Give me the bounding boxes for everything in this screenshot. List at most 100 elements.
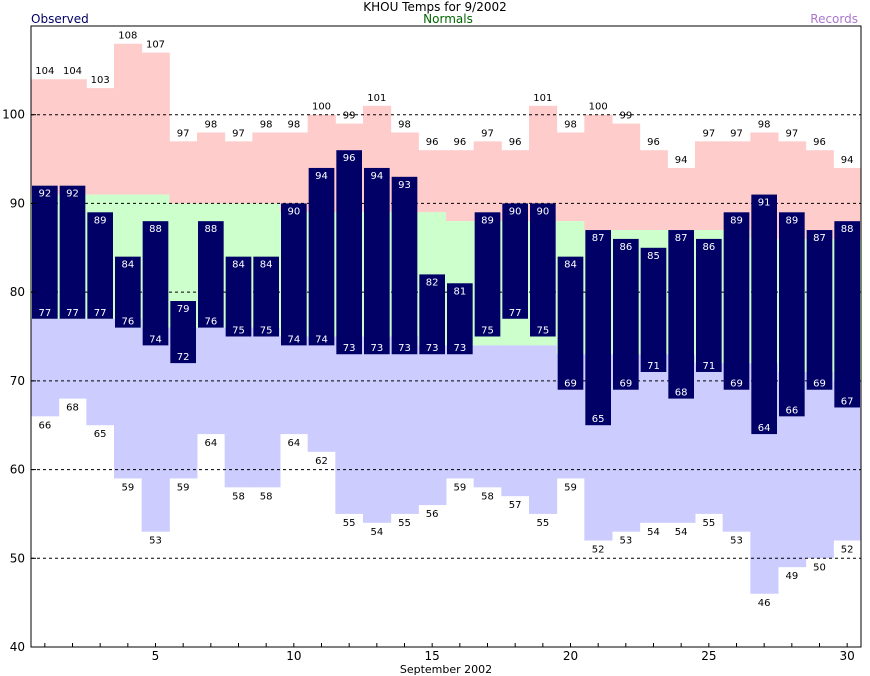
record-high-label: 103 (91, 75, 110, 86)
observed-low-label: 73 (426, 343, 439, 354)
record-high-label: 96 (509, 137, 522, 148)
observed-high-label: 87 (813, 233, 826, 244)
record-low-band (86, 318, 115, 426)
record-low-band (390, 336, 419, 514)
observed-high-label: 89 (785, 215, 798, 226)
record-low-band (31, 318, 60, 417)
record-high-label: 101 (367, 93, 386, 104)
record-low-label: 65 (94, 429, 107, 440)
record-high-label: 96 (813, 137, 826, 148)
x-axis-label: September 2002 (400, 663, 492, 676)
record-low-label: 58 (481, 491, 494, 502)
observed-low-label: 71 (702, 361, 715, 372)
observed-low-label: 69 (730, 379, 743, 390)
observed-bar (806, 230, 833, 390)
x-tick-label: 15 (425, 649, 440, 663)
y-tick-label: 50 (10, 551, 25, 565)
observed-high-label: 88 (149, 224, 162, 235)
observed-high-label: 86 (702, 242, 715, 253)
observed-low-label: 74 (287, 334, 300, 345)
observed-bar (502, 203, 528, 319)
record-high-band (529, 105, 558, 222)
observed-low-label: 64 (758, 423, 771, 434)
observed-low-label: 73 (398, 343, 411, 354)
observed-high-label: 93 (398, 180, 411, 191)
observed-high-label: 81 (453, 286, 466, 297)
record-high-label: 94 (675, 155, 688, 166)
record-high-band (197, 132, 226, 204)
observed-bar (32, 185, 58, 319)
observed-low-label: 76 (121, 317, 134, 328)
observed-bar (447, 283, 473, 355)
observed-bar (87, 212, 113, 319)
x-tick-label: 20 (563, 649, 578, 663)
record-low-label: 62 (315, 456, 328, 467)
observed-bar (115, 256, 141, 328)
observed-low-label: 69 (619, 379, 632, 390)
record-high-label: 97 (730, 128, 743, 139)
record-high-label: 99 (619, 111, 632, 122)
observed-low-label: 71 (647, 361, 660, 372)
observed-high-label: 92 (38, 189, 51, 200)
observed-high-label: 92 (66, 189, 79, 200)
observed-bar (696, 238, 722, 372)
observed-high-label: 87 (675, 233, 688, 244)
record-high-label: 97 (177, 128, 190, 139)
record-high-band (805, 150, 834, 239)
record-low-label: 64 (204, 438, 217, 449)
record-low-label: 52 (592, 545, 605, 556)
observed-bar (640, 247, 667, 372)
record-high-band (418, 150, 447, 213)
record-low-label: 59 (564, 482, 577, 493)
record-high-band (667, 167, 696, 231)
observed-high-label: 89 (94, 215, 107, 226)
record-high-band (695, 141, 724, 231)
record-high-label: 98 (564, 119, 577, 130)
record-high-band (58, 79, 87, 195)
record-high-label: 104 (35, 66, 54, 77)
observed-low-label: 77 (509, 308, 522, 319)
legend-normals: Normals (423, 12, 473, 26)
record-low-band (307, 336, 336, 452)
observed-high-label: 91 (758, 198, 771, 209)
record-high-label: 100 (312, 102, 331, 113)
record-high-band (224, 141, 253, 204)
record-low-label: 54 (675, 527, 688, 538)
observed-high-label: 84 (564, 260, 577, 271)
record-low-label: 66 (38, 420, 51, 431)
observed-high-label: 84 (232, 260, 245, 271)
observed-high-label: 86 (619, 242, 632, 253)
record-high-band (584, 114, 613, 231)
observed-bar (225, 256, 252, 337)
y-tick-label: 60 (10, 463, 25, 477)
observed-bar (751, 194, 777, 435)
record-low-band (529, 345, 558, 514)
observed-high-label: 90 (287, 206, 300, 217)
plot-border (30, 25, 862, 648)
record-low-label: 57 (509, 500, 522, 511)
record-low-label: 55 (398, 518, 411, 529)
record-high-label: 99 (343, 111, 356, 122)
observed-bar (198, 221, 224, 328)
record-low-band (335, 336, 364, 514)
observed-low-label: 75 (536, 326, 549, 337)
record-low-band (252, 327, 281, 488)
observed-bar (281, 203, 307, 346)
observed-low-label: 69 (813, 379, 826, 390)
y-tick-label: 90 (10, 196, 25, 210)
observed-high-label: 96 (343, 153, 356, 164)
record-high-band (169, 141, 198, 204)
record-low-label: 54 (647, 527, 660, 538)
observed-low-label: 74 (149, 334, 162, 345)
record-high-label: 107 (146, 40, 165, 51)
observed-high-label: 85 (647, 251, 660, 262)
observed-high-label: 87 (592, 233, 605, 244)
observed-high-label: 90 (536, 206, 549, 217)
observed-bar (668, 230, 694, 399)
record-low-band (805, 371, 834, 559)
observed-bar (530, 203, 556, 337)
record-low-label: 59 (177, 482, 190, 493)
record-low-band (501, 345, 530, 497)
record-high-band (446, 150, 475, 222)
observed-low-label: 75 (481, 326, 494, 337)
